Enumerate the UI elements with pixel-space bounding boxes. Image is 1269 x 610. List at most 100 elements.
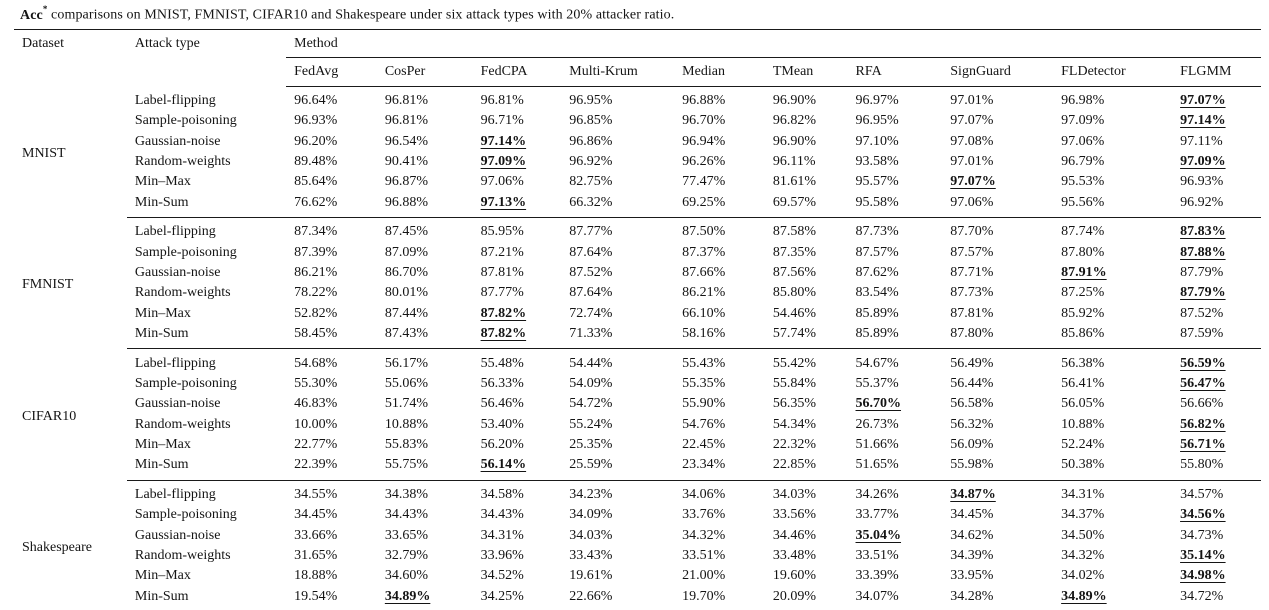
accuracy-value: 54.68%	[294, 355, 338, 371]
table-row: Min-Sum 58.45% 87.43% 87.82% 71.33% 58.16% 57.…	[14, 323, 1261, 350]
accuracy-value: 96.20%	[294, 133, 338, 149]
accuracy-value: 96.90%	[772, 92, 817, 108]
accuracy-value: 87.57%	[950, 244, 994, 260]
accuracy-value: 87.34%	[294, 224, 338, 240]
accuracy-value: 34.89%	[377, 587, 473, 610]
accuracy-value: 33.43%	[569, 548, 613, 564]
accuracy-value: 34.31%	[1061, 486, 1105, 502]
attack-type-label: Sample-poisoning	[134, 507, 237, 523]
accuracy-value: 95.57%	[855, 174, 899, 190]
accuracy-value: 34.87%	[942, 480, 1053, 505]
accuracy-value: 87.52%	[1180, 305, 1224, 321]
accuracy-value: 87.57%	[855, 244, 899, 260]
accuracy-value: 96.70%	[682, 113, 726, 129]
accuracy-value: 97.01%	[950, 92, 994, 108]
attack-type-label: Label-flipping	[134, 486, 216, 502]
accuracy-value: 56.44%	[950, 375, 994, 391]
accuracy-value: 34.43%	[384, 507, 429, 523]
accuracy-value: 56.05%	[1061, 396, 1105, 412]
accuracy-value: 58.45%	[286, 323, 377, 350]
accuracy-value: 54.67%	[855, 355, 899, 371]
accuracy-value: 96.88%	[376, 192, 473, 218]
accuracy-value: 96.87%	[384, 174, 429, 190]
accuracy-value: 85.89%	[847, 323, 943, 350]
accuracy-value: 56.14%	[472, 455, 562, 481]
accuracy-value: 34.45%	[950, 507, 994, 523]
accuracy-value: 96.93%	[1180, 174, 1224, 190]
table-row: Min–Max 22.77% 55.83% 56.20% 25.35% 22.45% 22.…	[14, 435, 1261, 455]
attack-type-label: Random-weights	[134, 285, 231, 301]
column-header-method-median: Median	[674, 57, 765, 87]
accuracy-value: 87.09%	[384, 244, 429, 260]
accuracy-value: 87.44%	[384, 305, 429, 321]
best-accuracy-value: 87.82%	[480, 305, 527, 321]
column-header-method-group: Method	[286, 29, 1261, 58]
accuracy-value: 56.71%	[1172, 435, 1261, 455]
accuracy-value: 55.37%	[855, 375, 899, 391]
accuracy-value: 96.97%	[855, 92, 899, 108]
accuracy-value: 10.88%	[384, 416, 429, 432]
accuracy-value: 34.28%	[950, 588, 994, 604]
accuracy-value: 96.81%	[480, 92, 524, 108]
accuracy-value: 34.39%	[950, 548, 994, 564]
accuracy-value: 34.03%	[772, 486, 817, 502]
accuracy-value: 22.39%	[286, 455, 377, 481]
accuracy-value: 33.56%	[772, 507, 817, 523]
accuracy-value: 34.32%	[1061, 548, 1105, 564]
attack-type-label: Min-Sum	[126, 323, 287, 350]
accuracy-value: 56.35%	[772, 396, 817, 412]
accuracy-value: 96.86%	[569, 133, 613, 149]
accuracy-value: 83.54%	[855, 285, 899, 301]
accuracy-value: 34.38%	[384, 486, 429, 502]
accuracy-value: 22.45%	[682, 437, 726, 453]
dataset-label-fmnist: FMNIST	[22, 277, 74, 293]
accuracy-value: 85.92%	[1061, 305, 1105, 321]
attack-type-label: Min–Max	[134, 568, 191, 584]
attack-type-label: Label-flipping	[134, 224, 216, 240]
accuracy-value: 33.51%	[682, 548, 726, 564]
accuracy-value: 55.24%	[569, 416, 613, 432]
column-header-method-multi-krum: Multi-Krum	[561, 57, 675, 87]
best-accuracy-value: 56.59%	[1180, 355, 1226, 371]
accuracy-value: 23.34%	[674, 455, 765, 481]
dataset-label-shakespeare: Shakespeare	[22, 539, 92, 555]
accuracy-value: 87.79%	[1180, 264, 1224, 280]
accuracy-value: 33.96%	[480, 548, 524, 564]
accuracy-value: 31.65%	[294, 548, 338, 564]
accuracy-value: 34.06%	[682, 486, 726, 502]
accuracy-value: 34.52%	[480, 568, 524, 584]
column-header-method-fedcpa: FedCPA	[472, 57, 562, 87]
accuracy-value: 87.62%	[855, 264, 899, 280]
accuracy-value: 81.61%	[772, 174, 817, 190]
accuracy-value: 87.83%	[1172, 218, 1261, 243]
accuracy-value: 96.88%	[682, 92, 726, 108]
attack-type-label: Min–Max	[134, 174, 191, 190]
accuracy-value: 96.11%	[772, 154, 816, 170]
accuracy-value: 51.66%	[855, 437, 899, 453]
accuracy-value: 69.25%	[674, 192, 765, 218]
attack-type-label: Gaussian-noise	[134, 527, 221, 543]
best-accuracy-value: 87.82%	[480, 326, 527, 342]
accuracy-value: 87.82%	[472, 323, 562, 350]
accuracy-value: 87.73%	[855, 224, 899, 240]
accuracy-value: 85.95%	[480, 224, 524, 240]
accuracy-value: 55.48%	[480, 355, 524, 371]
accuracy-value: 93.58%	[855, 154, 899, 170]
accuracy-value: 35.04%	[848, 525, 943, 545]
accuracy-value: 97.06%	[1061, 133, 1105, 149]
accuracy-value: 96.98%	[1061, 92, 1105, 108]
accuracy-value: 72.74%	[569, 305, 613, 321]
accuracy-value: 55.35%	[682, 375, 726, 391]
accuracy-value: 56.17%	[384, 355, 429, 371]
best-accuracy-value: 34.89%	[1061, 588, 1107, 604]
header-group-row: Dataset Attack type Method	[14, 29, 1261, 58]
accuracy-value: 85.80%	[772, 285, 817, 301]
accuracy-value: 54.46%	[772, 305, 817, 321]
column-header-method-signguard: SignGuard	[942, 57, 1054, 87]
accuracy-value: 58.16%	[674, 323, 765, 350]
accuracy-value: 97.06%	[942, 192, 1054, 218]
accuracy-value: 87.80%	[942, 323, 1054, 350]
column-header-method-cosper: CosPer	[376, 57, 473, 87]
best-accuracy-value: 35.04%	[855, 527, 902, 543]
